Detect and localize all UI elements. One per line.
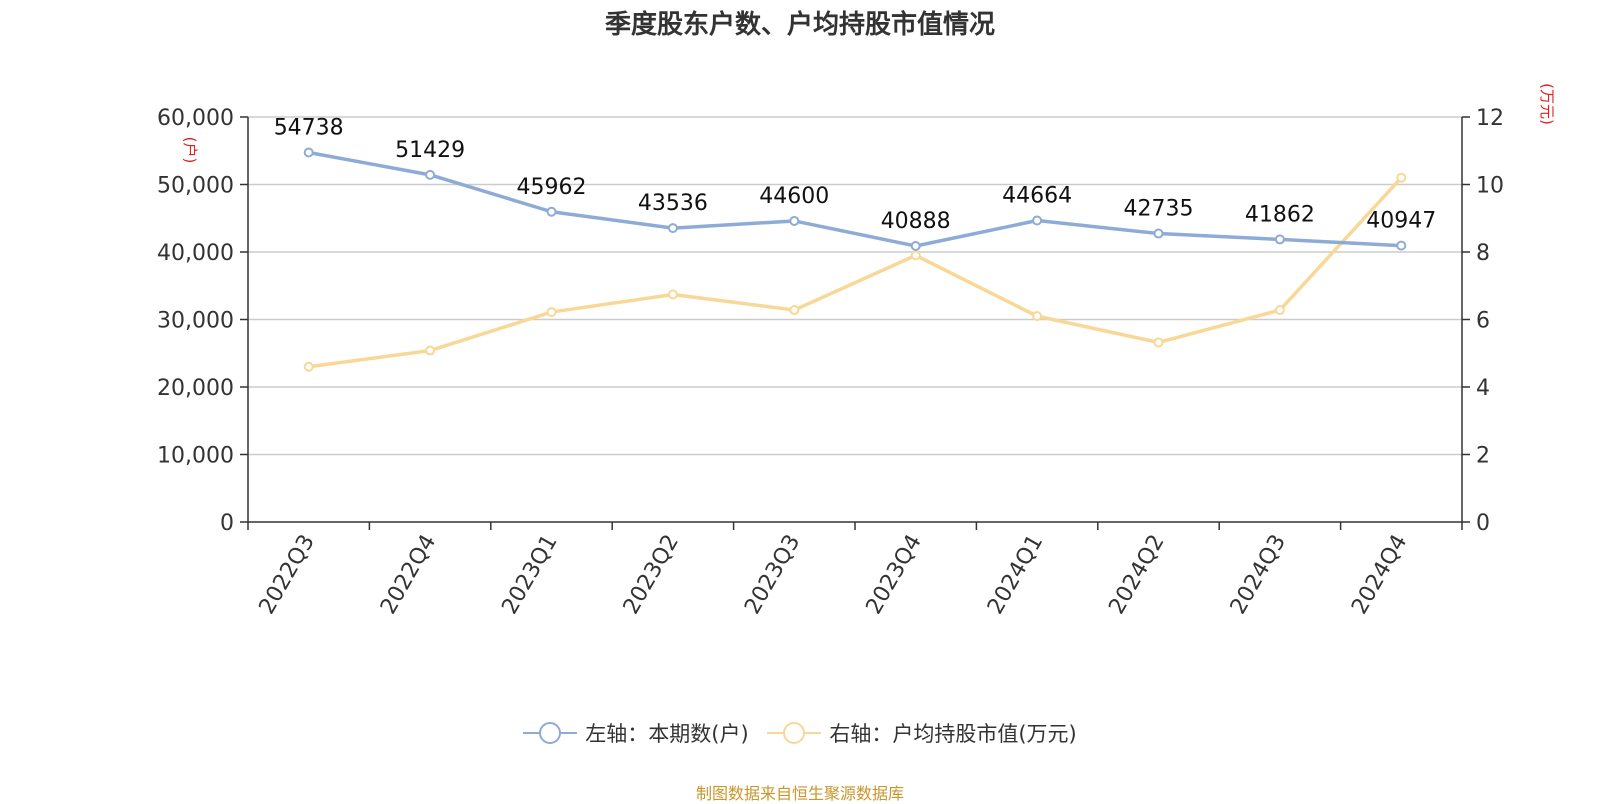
left-tick-label: 40,000 [157,241,234,266]
data-point-left [910,241,921,252]
source-note: 制图数据来自恒生聚源数据库 [695,784,904,803]
series-line-left [308,150,1402,248]
data-label: 45962 [517,175,587,200]
data-labels: 54738 51429 45962 43536 44600 40888 44664 42735… [274,116,1437,234]
data-label: 44664 [1002,184,1072,209]
left-axis-ticks: 0 10,000 20,000 30,000 40,000 50,000 60,000 [157,106,248,536]
data-label: 41862 [1245,202,1315,227]
data-point-right [1032,311,1043,322]
legend-label-left: 左轴：本期数(户) [585,722,749,746]
data-label: 54738 [274,116,344,141]
data-point-right [546,307,557,318]
data-point-right [1153,337,1164,348]
right-axis-ticks: 0 2 4 6 8 10 12 [1462,106,1504,536]
data-point-left [546,206,557,217]
data-point-left [303,147,314,158]
left-tick-label: 10,000 [157,444,234,469]
x-axis-ticks: 2022Q3 2022Q4 2023Q1 2023Q2 2023Q3 2023Q4 2024… [247,522,1463,619]
data-point-left [425,169,436,180]
x-tick-label: 2022Q3 [255,531,320,619]
right-tick-label: 12 [1476,106,1504,131]
left-tick-label: 20,000 [157,376,234,401]
legend-label-right: 右轴：户均持股市值(万元) [829,722,1077,746]
data-point-right [910,250,921,261]
series-lines [303,147,1407,372]
right-tick-label: 6 [1476,309,1490,334]
left-axis-unit: (户) [181,137,199,164]
left-tick-label: 50,000 [157,174,234,199]
data-label: 42735 [1124,197,1194,222]
x-tick-label: 2023Q3 [740,531,805,619]
right-tick-label: 2 [1476,444,1490,469]
x-tick-label: 2022Q4 [376,531,441,619]
right-tick-label: 0 [1476,511,1490,536]
data-point-right [1396,172,1407,183]
data-label: 51429 [395,138,465,163]
right-axis-unit: (万元) [1538,83,1556,125]
data-point-left [1032,215,1043,226]
data-point-left [1396,240,1407,251]
data-point-left [1153,228,1164,239]
legend-swatch-left-icon [523,722,578,744]
right-tick-label: 10 [1476,174,1504,199]
chart-title: 季度股东户数、户均持股市值情况 [604,10,995,40]
data-point-left [1274,234,1285,245]
x-tick-label: 2024Q1 [983,531,1048,619]
x-tick-label: 2023Q4 [862,531,927,619]
data-point-right [303,361,314,372]
data-label: 40888 [881,209,951,234]
data-point-right [1274,305,1285,316]
x-tick-label: 2024Q4 [1347,531,1412,619]
x-tick-label: 2024Q3 [1226,531,1291,619]
x-tick-label: 2024Q2 [1104,531,1169,619]
legend: 左轴：本期数(户) 右轴：户均持股市值(万元) [0,718,1600,751]
legend-item-left[interactable]: 左轴：本期数(户) [523,718,749,748]
series-line-right [308,176,1403,369]
data-label: 44600 [759,184,829,209]
data-label: 43536 [638,191,708,216]
left-tick-label: 30,000 [157,309,234,334]
grid-lines [248,116,1462,456]
left-tick-label: 60,000 [157,106,234,131]
x-tick-label: 2023Q1 [497,531,562,619]
data-label: 40947 [1366,209,1436,234]
x-tick-label: 2023Q2 [619,531,684,619]
data-point-left [667,223,678,234]
data-point-left [789,215,800,226]
left-tick-label: 0 [220,511,234,536]
legend-item-right[interactable]: 右轴：户均持股市值(万元) [767,718,1077,748]
data-point-right [667,289,678,300]
data-point-right [789,305,800,316]
right-tick-label: 8 [1476,241,1490,266]
data-point-right [425,345,436,356]
legend-swatch-right-icon [767,722,822,744]
right-tick-label: 4 [1476,376,1490,401]
